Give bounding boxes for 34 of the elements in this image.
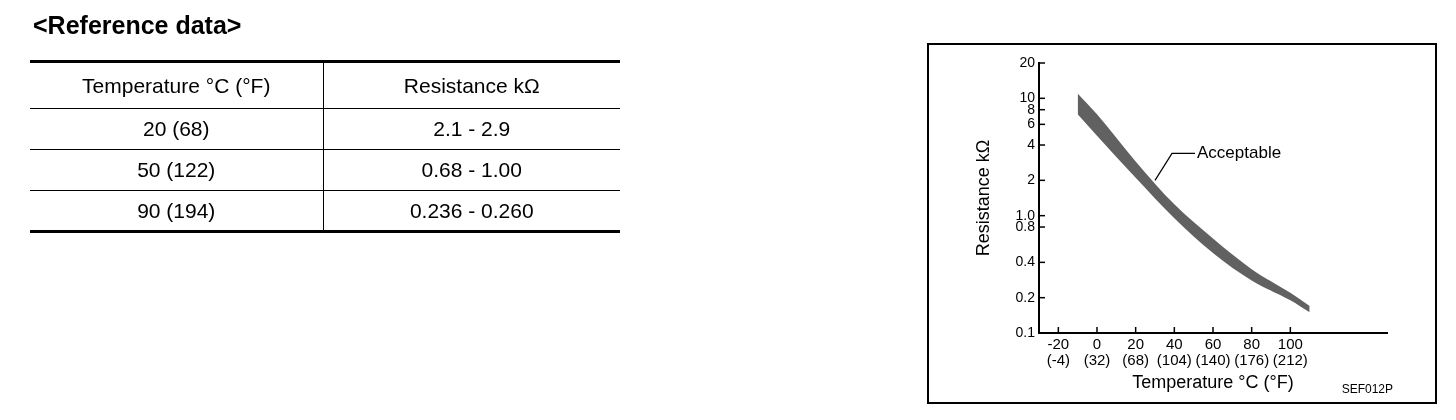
x-tick-label: 100 xyxy=(1277,335,1303,353)
x2-tick-label: (176) xyxy=(1234,351,1270,369)
text: SEF012P xyxy=(1341,382,1393,397)
annotation: Acceptable xyxy=(1197,143,1282,163)
x2-tick-label: (32) xyxy=(1083,351,1111,369)
text: 2.1 - 2.9 xyxy=(323,108,620,150)
y-tick-label: 20 xyxy=(1019,53,1036,70)
y-tick-label: 0.1 xyxy=(1015,323,1036,340)
x-tick-label: 80 xyxy=(1243,335,1261,353)
x2-tick-label: (104) xyxy=(1156,351,1192,369)
text: 0.236 - 0.260 xyxy=(323,190,620,232)
x-axis-title: Temperature °C (°F) xyxy=(1132,372,1294,393)
text: 90 (194) xyxy=(30,190,324,232)
x2-tick-label: (140) xyxy=(1195,351,1231,369)
x-tick-label: 60 xyxy=(1204,335,1222,353)
y-tick-label: 4 xyxy=(1027,135,1036,152)
text: <Reference data> xyxy=(33,10,243,40)
x2-tick-label: (68) xyxy=(1122,351,1150,369)
y-tick-label: 2 xyxy=(1027,171,1036,188)
text: 50 (122) xyxy=(30,149,324,191)
y-tick-label: 0.4 xyxy=(1015,253,1036,270)
text: Temperature °C (°F) xyxy=(81,72,272,99)
text: Resistance kΩ xyxy=(323,61,620,109)
y-axis-title: Resistance kΩ xyxy=(972,139,993,257)
y-tick-label: 0.2 xyxy=(1015,288,1036,305)
x-tick-label: 0 xyxy=(1092,335,1102,353)
x2-tick-label: (212) xyxy=(1272,351,1308,369)
x-tick-label: 20 xyxy=(1127,335,1145,353)
text: 0.68 - 1.00 xyxy=(323,149,620,191)
x2-tick-label: (-4) xyxy=(1046,351,1070,369)
text: 20 (68) xyxy=(30,108,324,150)
x-tick-label: 40 xyxy=(1165,335,1183,353)
x-tick-label: -20 xyxy=(1047,335,1070,353)
y-tick-label: 6 xyxy=(1027,115,1036,132)
